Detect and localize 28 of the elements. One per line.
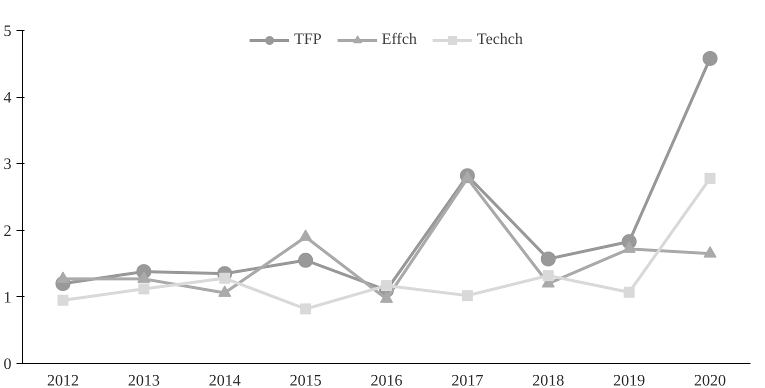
legend-label: Effch [382,31,417,49]
legend-label: TFP [294,31,322,49]
point [138,283,150,294]
point [462,290,473,302]
x-tick-label: 2014 [208,372,241,388]
x-tick-label: 2019 [613,372,646,388]
point [624,286,635,298]
point [540,251,556,266]
x-tick-label: 2015 [290,372,322,388]
y-tick-label: 1 [4,289,12,306]
legend-label: Techch [476,31,523,49]
point [298,252,314,268]
y-tick-label: 0 [4,356,12,373]
point [704,172,716,184]
x-tick-label: 2020 [694,372,726,388]
x-tick-label: 2016 [370,372,402,388]
y-tick-label: 2 [4,222,12,240]
x-tick-label: 2013 [128,372,160,388]
point [702,50,718,66]
point [57,294,68,306]
point [542,270,554,282]
point [300,303,312,314]
x-tick-label: 2018 [532,372,564,388]
y-tick-label: 4 [4,90,12,107]
y-tick-label: 5 [4,23,12,40]
x-tick-label: 2017 [451,372,484,388]
x-tick-label: 2012 [46,372,79,388]
y-tick-label: 3 [4,156,12,174]
